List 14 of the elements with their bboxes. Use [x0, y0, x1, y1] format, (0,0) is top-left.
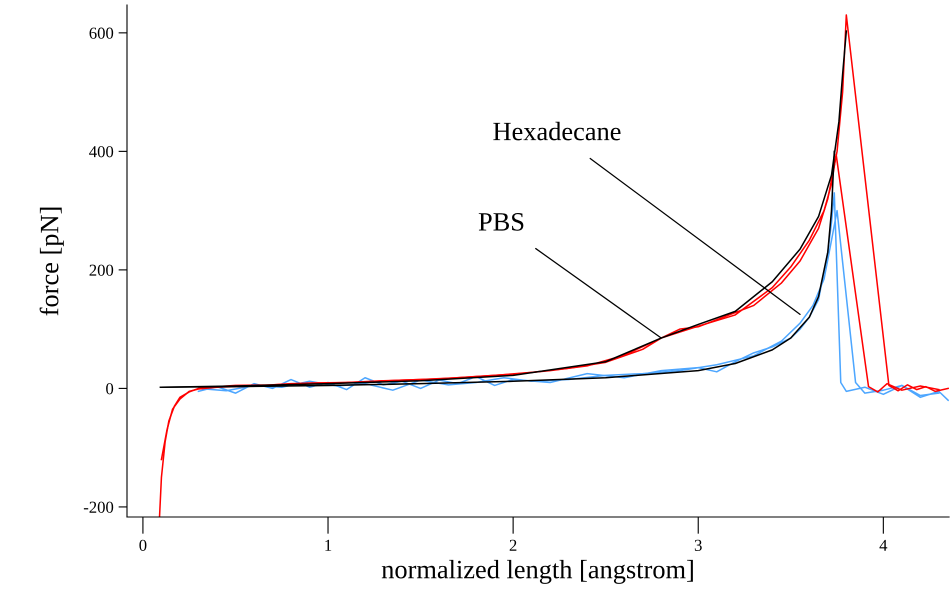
y-tick-label: -200 [84, 502, 114, 513]
x-axis-title: normalized length [angstrom] [382, 560, 693, 584]
x-tick-label: 1 [325, 540, 332, 551]
annotation: PBS [478, 213, 524, 231]
y-tick-label: 0 [106, 383, 114, 394]
y-axis-title: force [pN] [40, 208, 64, 316]
annotation: Hexadecane [493, 122, 621, 140]
y-tick-label: 600 [90, 28, 114, 39]
x-tick-label: 4 [879, 540, 888, 551]
x-tick-label: 0 [139, 540, 146, 551]
y-tick-label: 200 [90, 264, 114, 276]
x-tick-label: 3 [694, 540, 702, 551]
x-tick-label: 2 [510, 540, 516, 551]
y-tick-label: 400 [89, 146, 114, 158]
